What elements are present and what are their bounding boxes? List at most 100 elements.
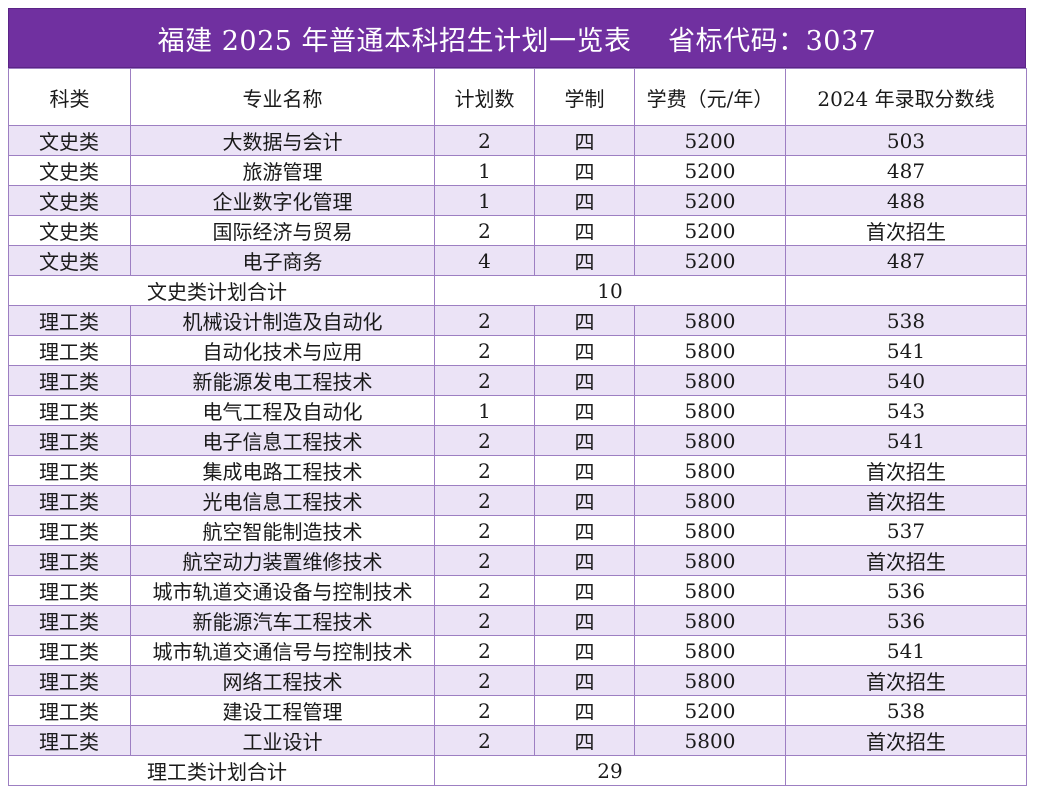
subtotal-label: 理工类计划合计 xyxy=(8,755,435,786)
cell-major-name: 网络工程技术 xyxy=(130,665,435,696)
subtotal-row: 文史类计划合计 10 xyxy=(8,275,1027,306)
cell-duration: 四 xyxy=(534,665,635,696)
cell-major-name: 企业数字化管理 xyxy=(130,185,435,216)
cell-duration: 四 xyxy=(534,335,635,366)
header-major-name: 专业名称 xyxy=(130,68,435,126)
cell-2024-score: 487 xyxy=(785,155,1027,186)
cell-major-name: 新能源汽车工程技术 xyxy=(130,605,435,636)
subtotal-value: 29 xyxy=(434,755,786,786)
cell-2024-score: 538 xyxy=(785,305,1027,336)
cell-duration: 四 xyxy=(534,365,635,396)
cell-2024-score: 536 xyxy=(785,575,1027,606)
cell-plan-count: 2 xyxy=(434,455,535,486)
header-tuition: 学费（元/年） xyxy=(634,68,786,126)
header-2024-score: 2024 年录取分数线 xyxy=(785,68,1027,126)
cell-category: 理工类 xyxy=(8,425,131,456)
table-row: 理工类 电子信息工程技术 2 四 5800 541 xyxy=(8,425,1027,456)
table-row: 理工类 城市轨道交通信号与控制技术 2 四 5800 541 xyxy=(8,635,1027,666)
cell-major-name: 新能源发电工程技术 xyxy=(130,365,435,396)
table-row: 理工类 新能源发电工程技术 2 四 5800 540 xyxy=(8,365,1027,396)
cell-tuition: 5800 xyxy=(634,395,786,426)
cell-category: 理工类 xyxy=(8,725,131,756)
table-title: 福建 2025 年普通本科招生计划一览表 省标代码：3037 xyxy=(8,8,1026,68)
cell-category: 理工类 xyxy=(8,305,131,336)
cell-duration: 四 xyxy=(534,395,635,426)
cell-tuition: 5800 xyxy=(634,335,786,366)
cell-plan-count: 2 xyxy=(434,365,535,396)
cell-major-name: 工业设计 xyxy=(130,725,435,756)
cell-duration: 四 xyxy=(534,515,635,546)
cell-duration: 四 xyxy=(534,155,635,186)
cell-plan-count: 2 xyxy=(434,575,535,606)
cell-duration: 四 xyxy=(534,305,635,336)
cell-duration: 四 xyxy=(534,695,635,726)
table-row: 理工类 网络工程技术 2 四 5800 首次招生 xyxy=(8,665,1027,696)
subtotal-empty-cell xyxy=(785,755,1027,786)
cell-category: 理工类 xyxy=(8,575,131,606)
cell-2024-score: 541 xyxy=(785,425,1027,456)
cell-2024-score: 488 xyxy=(785,185,1027,216)
table-row: 理工类 工业设计 2 四 5800 首次招生 xyxy=(8,725,1027,756)
cell-2024-score: 540 xyxy=(785,365,1027,396)
cell-major-name: 航空智能制造技术 xyxy=(130,515,435,546)
cell-category: 文史类 xyxy=(8,245,131,276)
cell-duration: 四 xyxy=(534,545,635,576)
cell-2024-score: 首次招生 xyxy=(785,545,1027,576)
cell-plan-count: 2 xyxy=(434,725,535,756)
cell-duration: 四 xyxy=(534,575,635,606)
cell-category: 理工类 xyxy=(8,395,131,426)
cell-duration: 四 xyxy=(534,725,635,756)
cell-tuition: 5800 xyxy=(634,545,786,576)
subtotal-empty-cell xyxy=(785,275,1027,306)
table-row: 文史类 大数据与会计 2 四 5200 503 xyxy=(8,125,1027,156)
cell-duration: 四 xyxy=(534,245,635,276)
cell-plan-count: 2 xyxy=(434,215,535,246)
cell-duration: 四 xyxy=(534,485,635,516)
subtotal-label: 文史类计划合计 xyxy=(8,275,435,306)
table-header: 科类 专业名称 计划数 学制 学费（元/年） 2024 年录取分数线 xyxy=(8,68,1027,126)
table-row: 理工类 航空动力装置维修技术 2 四 5800 首次招生 xyxy=(8,545,1027,576)
cell-duration: 四 xyxy=(534,605,635,636)
cell-major-name: 光电信息工程技术 xyxy=(130,485,435,516)
cell-tuition: 5800 xyxy=(634,365,786,396)
table-row: 理工类 集成电路工程技术 2 四 5800 首次招生 xyxy=(8,455,1027,486)
cell-2024-score: 541 xyxy=(785,335,1027,366)
cell-tuition: 5800 xyxy=(634,635,786,666)
cell-tuition: 5800 xyxy=(634,515,786,546)
cell-tuition: 5200 xyxy=(634,215,786,246)
cell-tuition: 5200 xyxy=(634,185,786,216)
cell-category: 理工类 xyxy=(8,605,131,636)
table-row: 文史类 企业数字化管理 1 四 5200 488 xyxy=(8,185,1027,216)
cell-2024-score: 536 xyxy=(785,605,1027,636)
table-row: 理工类 光电信息工程技术 2 四 5800 首次招生 xyxy=(8,485,1027,516)
cell-category: 理工类 xyxy=(8,665,131,696)
cell-plan-count: 2 xyxy=(434,335,535,366)
cell-category: 理工类 xyxy=(8,545,131,576)
header-row: 科类 专业名称 计划数 学制 学费（元/年） 2024 年录取分数线 xyxy=(8,68,1027,126)
cell-tuition: 5200 xyxy=(634,125,786,156)
cell-category: 理工类 xyxy=(8,485,131,516)
cell-2024-score: 543 xyxy=(785,395,1027,426)
cell-major-name: 自动化技术与应用 xyxy=(130,335,435,366)
table-row: 文史类 旅游管理 1 四 5200 487 xyxy=(8,155,1027,186)
cell-major-name: 电子商务 xyxy=(130,245,435,276)
cell-major-name: 城市轨道交通信号与控制技术 xyxy=(130,635,435,666)
cell-plan-count: 2 xyxy=(434,515,535,546)
cell-category: 理工类 xyxy=(8,335,131,366)
table-body: 文史类 大数据与会计 2 四 5200 503 文史类 旅游管理 1 四 5200 487 文史类 企业数… xyxy=(8,125,1027,786)
cell-plan-count: 2 xyxy=(434,665,535,696)
table-row: 文史类 国际经济与贸易 2 四 5200 首次招生 xyxy=(8,215,1027,246)
cell-major-name: 大数据与会计 xyxy=(130,125,435,156)
header-duration: 学制 xyxy=(534,68,635,126)
cell-plan-count: 2 xyxy=(434,485,535,516)
cell-plan-count: 4 xyxy=(434,245,535,276)
cell-2024-score: 538 xyxy=(785,695,1027,726)
cell-2024-score: 541 xyxy=(785,635,1027,666)
cell-2024-score: 首次招生 xyxy=(785,485,1027,516)
cell-plan-count: 1 xyxy=(434,185,535,216)
table-row: 理工类 建设工程管理 2 四 5200 538 xyxy=(8,695,1027,726)
cell-plan-count: 2 xyxy=(434,125,535,156)
cell-duration: 四 xyxy=(534,125,635,156)
cell-category: 文史类 xyxy=(8,215,131,246)
cell-tuition: 5800 xyxy=(634,485,786,516)
